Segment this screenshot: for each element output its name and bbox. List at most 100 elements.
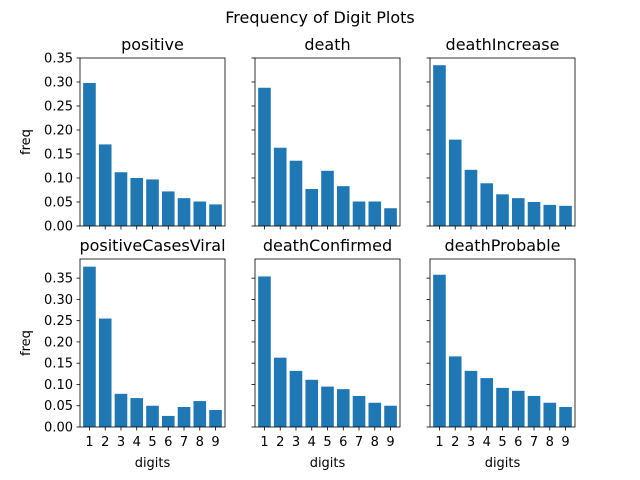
x-tick-label: 2	[101, 435, 109, 450]
bar-digit-5	[321, 170, 334, 226]
bar-digit-2	[98, 144, 112, 226]
bar-digit-5	[146, 405, 159, 427]
x-tick-label: 8	[196, 435, 204, 450]
bar-digit-6	[161, 191, 175, 226]
bar-digit-4	[130, 398, 144, 427]
bar-digit-3	[289, 160, 303, 226]
x-tick-label: 5	[323, 435, 331, 450]
x-tick-label: 1	[85, 435, 93, 450]
bar-digit-3	[114, 172, 128, 226]
bar-digit-8	[543, 402, 557, 427]
subplot-5: 1 2 3 4 5 6 7 8 9 deathConfirmed digits	[251, 236, 401, 471]
x-axis-label: digits	[135, 456, 171, 471]
bar-digit-2	[448, 356, 462, 427]
bar-digit-4	[305, 379, 319, 427]
bar-digit-4	[480, 378, 494, 427]
subplot-1: 0.00 0.05 0.10 0.15 0.20 0.25 0.30 0.35 positive…	[19, 35, 226, 235]
bar-digit-2	[273, 147, 287, 226]
y-tick-label: 0.10	[44, 378, 73, 393]
bar-digit-3	[289, 370, 303, 427]
y-tick-label: 0.05	[44, 399, 73, 414]
bar-digit-7	[527, 395, 541, 427]
subplot-6: 1 2 3 4 5 6 7 8 9 deathProbable digits	[426, 236, 576, 471]
bar-digit-3	[464, 169, 478, 226]
bar-digit-7	[177, 198, 191, 226]
bar-digit-7	[177, 407, 191, 427]
bar-digit-8	[193, 201, 207, 226]
y-tick-label: 0.00	[44, 421, 73, 436]
x-tick-label: 8	[371, 435, 379, 450]
bar-digit-2	[273, 357, 287, 427]
subplot-3: deathIncrease	[426, 35, 576, 230]
subplot-title: deathProbable	[444, 236, 560, 255]
x-tick-label: 9	[561, 435, 569, 450]
x-tick-label: 4	[308, 435, 316, 450]
y-tick-label: 0.10	[44, 172, 73, 187]
bar-digit-1	[433, 65, 446, 226]
bar-digit-5	[496, 387, 509, 427]
x-tick-label: 8	[546, 435, 554, 450]
x-tick-label: 9	[211, 435, 219, 450]
subplot-title: deathConfirmed	[263, 236, 392, 255]
y-tick-label: 0.05	[44, 196, 73, 211]
bar-digit-3	[464, 370, 478, 427]
y-tick-label: 0.35	[44, 52, 73, 67]
bar-digit-8	[193, 401, 207, 427]
y-tick-label: 0.35	[44, 272, 73, 287]
bar-digit-6	[511, 390, 525, 427]
bar-digit-9	[209, 204, 222, 226]
subplot-2: death	[251, 35, 401, 230]
x-tick-label: 2	[451, 435, 459, 450]
x-tick-label: 4	[133, 435, 141, 450]
x-tick-label: 1	[435, 435, 443, 450]
bar-digit-5	[496, 194, 509, 226]
y-tick-label: 0.20	[44, 335, 73, 350]
y-tick-label: 0.20	[44, 124, 73, 139]
y-tick-label: 0.30	[44, 293, 73, 308]
subplot-title: positiveCasesViral	[79, 236, 225, 255]
x-tick-label: 7	[530, 435, 538, 450]
figure-title: Frequency of Digit Plots	[225, 8, 414, 27]
bar-digit-5	[321, 386, 334, 427]
subplot-title: death	[304, 35, 350, 54]
y-axis-label: freq	[19, 330, 34, 356]
x-tick-label: 6	[339, 435, 347, 450]
bar-digit-8	[543, 204, 557, 226]
bar-digit-6	[336, 389, 350, 427]
bar-digit-1	[83, 82, 96, 227]
bar-digit-7	[527, 202, 541, 226]
x-tick-label: 3	[467, 435, 475, 450]
x-tick-label: 9	[386, 435, 394, 450]
bar-digit-6	[336, 186, 350, 226]
bar-digit-8	[368, 201, 382, 226]
bar-digit-4	[480, 183, 494, 226]
y-tick-label: 0.25	[44, 100, 73, 115]
x-tick-label: 1	[260, 435, 268, 450]
bar-digit-2	[448, 139, 462, 226]
y-axis-label: freq	[19, 129, 34, 155]
subplot-title: positive	[121, 35, 184, 54]
x-tick-label: 7	[180, 435, 188, 450]
bar-digit-4	[305, 189, 319, 226]
bar-digit-1	[433, 274, 446, 427]
bar-digit-9	[384, 208, 397, 226]
y-tick-label: 0.15	[44, 357, 73, 372]
subplot-4: 0.00 0.05 0.10 0.15 0.20 0.25 0.30 0.35 1 2 3 4 5 6 7 8…	[19, 236, 226, 471]
bar-digit-6	[511, 198, 525, 226]
bar-digit-8	[368, 402, 382, 427]
bar-digit-7	[352, 201, 366, 226]
bar-digit-5	[146, 179, 159, 226]
x-axis-label: digits	[310, 456, 346, 471]
x-tick-label: 5	[498, 435, 506, 450]
y-tick-label: 0.15	[44, 148, 73, 163]
bar-digit-9	[559, 205, 572, 226]
x-tick-label: 5	[148, 435, 156, 450]
bar-digit-9	[559, 407, 572, 427]
bar-digit-7	[352, 395, 366, 427]
x-tick-label: 6	[514, 435, 522, 450]
bar-digit-9	[209, 409, 222, 427]
y-tick-label: 0.30	[44, 76, 73, 91]
bar-digit-4	[130, 178, 144, 226]
x-tick-label: 6	[164, 435, 172, 450]
